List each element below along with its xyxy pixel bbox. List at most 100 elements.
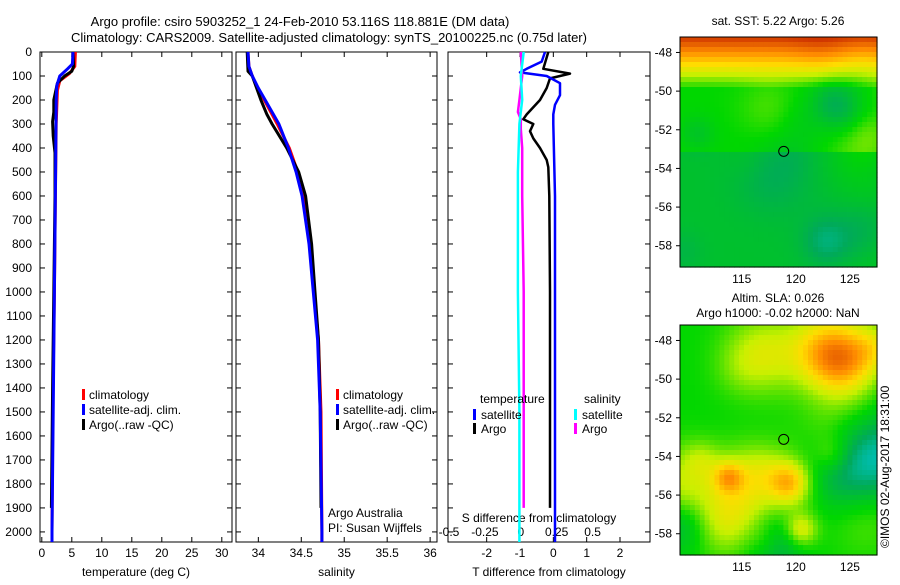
map-cell: [680, 232, 686, 238]
x-tick-label: 115: [732, 560, 751, 574]
map-cell: [872, 117, 878, 123]
map-cell: [778, 465, 784, 471]
map-cell: [817, 505, 824, 511]
map-cell: [822, 257, 829, 263]
map-cell: [758, 42, 765, 48]
map-cell: [872, 470, 878, 476]
map-cell: [744, 385, 750, 391]
map-cell: [768, 37, 775, 43]
map-cell: [817, 137, 824, 143]
map-cell: [842, 425, 848, 431]
map-cell: [862, 545, 868, 551]
map-cell: [813, 47, 819, 53]
map-cell: [768, 470, 775, 476]
map-cell: [704, 152, 711, 158]
map-cell: [758, 222, 765, 228]
map-cell: [867, 485, 873, 491]
map-cell: [704, 262, 711, 268]
map-cell: [862, 167, 868, 173]
map-cell: [798, 47, 804, 53]
map-cell: [744, 237, 750, 243]
map-cell: [847, 202, 853, 208]
map-cell: [680, 360, 686, 366]
map-cell: [842, 232, 848, 238]
map-cell: [808, 72, 814, 78]
map-cell: [709, 52, 715, 58]
map-cell: [753, 192, 760, 198]
map-cell: [709, 470, 715, 476]
map-cell: [847, 425, 853, 431]
map-cell: [822, 62, 829, 68]
map-cell: [734, 365, 740, 371]
map-cell: [867, 370, 873, 376]
map-cell: [798, 365, 804, 371]
map-cell: [699, 405, 706, 411]
map-cell: [758, 515, 765, 521]
map-cell: [753, 212, 760, 218]
map-cell: [724, 217, 730, 223]
map-cell: [714, 470, 720, 476]
map-cell: [778, 455, 784, 461]
map-cell: [822, 345, 829, 351]
map-cell: [788, 192, 794, 198]
map-cell: [744, 82, 750, 88]
map-cell: [709, 197, 715, 203]
map-cell: [758, 137, 765, 143]
map-cell: [704, 345, 711, 351]
map-cell: [684, 530, 691, 536]
map-cell: [749, 192, 755, 198]
map-cell: [817, 232, 824, 238]
map-cell: [803, 530, 809, 536]
map-cell: [862, 92, 868, 98]
map-cell: [763, 57, 770, 63]
map-cell: [749, 207, 755, 213]
map-cell: [803, 470, 809, 476]
map-cell: [773, 177, 780, 183]
map-cell: [852, 510, 858, 516]
map-cell: [808, 380, 814, 386]
map-cell: [739, 385, 745, 391]
map-cell: [704, 42, 711, 48]
map-cell: [704, 232, 711, 238]
map-cell: [719, 450, 725, 456]
map-cell: [744, 540, 750, 546]
map-cell: [788, 430, 794, 436]
map-cell: [758, 187, 765, 193]
map-cell: [739, 102, 745, 108]
map-cell: [862, 330, 868, 336]
map-cell: [694, 410, 701, 416]
map-cell: [778, 167, 784, 173]
map-cell: [744, 212, 750, 218]
map-cell: [694, 202, 701, 208]
map-cell: [867, 67, 873, 73]
map-cell: [694, 47, 701, 53]
map-cell: [817, 435, 824, 441]
map-cell: [793, 112, 799, 118]
map-cell: [773, 420, 780, 426]
map-cell: [709, 420, 715, 426]
map-cell: [744, 257, 750, 263]
map-cell: [689, 47, 696, 53]
map-cell: [788, 440, 794, 446]
map-cell: [842, 177, 848, 183]
map-cell: [773, 440, 780, 446]
map-cell: [739, 375, 745, 381]
map-cell: [699, 257, 706, 263]
map-cell: [842, 252, 848, 258]
map-cell: [758, 262, 765, 268]
map-cell: [842, 535, 848, 541]
map-cell: [837, 222, 844, 228]
map-cell: [763, 172, 770, 178]
map-cell: [783, 550, 789, 556]
map-cell: [773, 335, 780, 341]
x-tick-label: 35: [338, 546, 352, 560]
map-cell: [798, 247, 804, 253]
map-cell: [793, 325, 799, 331]
map-cell: [684, 370, 691, 376]
map-cell: [729, 252, 735, 258]
map-cell: [793, 202, 799, 208]
map-cell: [749, 127, 755, 133]
map-cell: [699, 530, 706, 536]
map-cell: [744, 167, 750, 173]
map-cell: [753, 87, 760, 93]
